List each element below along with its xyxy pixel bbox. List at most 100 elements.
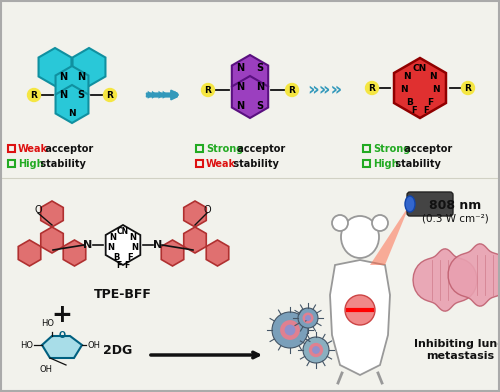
Text: N: N: [110, 232, 116, 241]
Text: R: R: [464, 83, 471, 93]
Text: O: O: [203, 205, 211, 215]
Text: N: N: [400, 85, 408, 94]
Text: R: R: [204, 85, 212, 94]
Circle shape: [366, 82, 378, 94]
Text: N: N: [77, 72, 85, 82]
Polygon shape: [18, 240, 41, 266]
Text: (0.3 W cm⁻²): (0.3 W cm⁻²): [422, 213, 488, 223]
Text: CN: CN: [117, 227, 129, 236]
Text: High: High: [373, 158, 398, 169]
Text: HO: HO: [20, 341, 34, 350]
Circle shape: [303, 337, 329, 363]
Polygon shape: [330, 260, 390, 375]
Circle shape: [286, 83, 298, 96]
Circle shape: [309, 343, 323, 357]
Ellipse shape: [341, 216, 379, 258]
Polygon shape: [42, 336, 82, 358]
Polygon shape: [232, 55, 268, 97]
Text: stability: stability: [37, 158, 86, 169]
Circle shape: [202, 83, 214, 96]
Circle shape: [312, 346, 320, 354]
Text: stability: stability: [392, 158, 441, 169]
Text: N: N: [256, 82, 264, 92]
Circle shape: [104, 89, 117, 102]
Text: +: +: [52, 303, 72, 327]
Text: OH: OH: [40, 365, 52, 374]
FancyBboxPatch shape: [407, 192, 453, 216]
Polygon shape: [448, 244, 500, 306]
Text: F: F: [124, 261, 130, 270]
Text: B: B: [113, 252, 119, 261]
Circle shape: [298, 308, 318, 328]
Text: OH: OH: [88, 341, 101, 350]
Circle shape: [305, 315, 311, 321]
Text: »»»: »»»: [146, 86, 180, 104]
Polygon shape: [56, 66, 88, 104]
Polygon shape: [184, 201, 206, 227]
Text: Inhibiting lung
metastasis: Inhibiting lung metastasis: [414, 339, 500, 361]
Polygon shape: [370, 204, 410, 265]
Polygon shape: [184, 227, 206, 253]
Text: R: R: [30, 91, 38, 100]
Text: N: N: [68, 109, 76, 118]
Text: TPE-BFF: TPE-BFF: [94, 289, 152, 301]
Text: R: R: [368, 83, 376, 93]
Text: N: N: [130, 232, 136, 241]
Circle shape: [280, 320, 300, 340]
Text: stability: stability: [230, 158, 279, 169]
Text: 808 nm: 808 nm: [429, 198, 481, 212]
Text: N: N: [236, 101, 244, 111]
Text: CN: CN: [413, 64, 427, 73]
Circle shape: [272, 312, 308, 348]
Polygon shape: [40, 227, 64, 253]
Text: S: S: [256, 63, 264, 73]
Text: S: S: [78, 90, 84, 100]
Polygon shape: [162, 240, 184, 266]
Polygon shape: [413, 249, 477, 311]
Circle shape: [332, 215, 348, 231]
Circle shape: [372, 215, 388, 231]
Text: N: N: [236, 82, 244, 92]
Text: O: O: [34, 205, 42, 215]
Text: N: N: [403, 71, 411, 80]
Polygon shape: [56, 85, 88, 123]
Polygon shape: [38, 48, 72, 86]
Text: N: N: [154, 240, 162, 250]
Polygon shape: [394, 58, 446, 118]
Text: F: F: [116, 261, 121, 270]
Text: »»»: »»»: [308, 81, 342, 99]
Polygon shape: [40, 201, 64, 227]
Text: Weak: Weak: [18, 143, 48, 154]
Text: O: O: [58, 332, 66, 341]
Text: N: N: [108, 243, 114, 252]
Text: N: N: [59, 72, 67, 82]
Text: N: N: [59, 90, 67, 100]
Text: acceptor: acceptor: [401, 143, 452, 154]
Circle shape: [345, 295, 375, 325]
Text: N: N: [429, 71, 437, 80]
Circle shape: [284, 325, 296, 336]
Polygon shape: [63, 240, 86, 266]
Polygon shape: [72, 48, 106, 86]
Text: High: High: [18, 158, 44, 169]
Polygon shape: [206, 240, 229, 266]
Text: R: R: [106, 91, 114, 100]
Text: B: B: [406, 98, 414, 107]
Text: N: N: [84, 240, 92, 250]
Circle shape: [462, 82, 474, 94]
Circle shape: [28, 89, 40, 102]
Text: acceptor: acceptor: [42, 143, 93, 154]
Text: F: F: [127, 252, 133, 261]
Text: F: F: [423, 105, 429, 114]
Text: N: N: [432, 85, 440, 94]
Text: HO: HO: [42, 319, 54, 328]
Circle shape: [302, 312, 314, 323]
Text: Strong: Strong: [206, 143, 243, 154]
Text: 2DG: 2DG: [104, 343, 132, 356]
Text: S: S: [256, 101, 264, 111]
Text: acceptor: acceptor: [234, 143, 285, 154]
Text: N: N: [132, 243, 138, 252]
Text: F: F: [427, 98, 433, 107]
Text: Strong: Strong: [373, 143, 410, 154]
Ellipse shape: [405, 196, 415, 212]
